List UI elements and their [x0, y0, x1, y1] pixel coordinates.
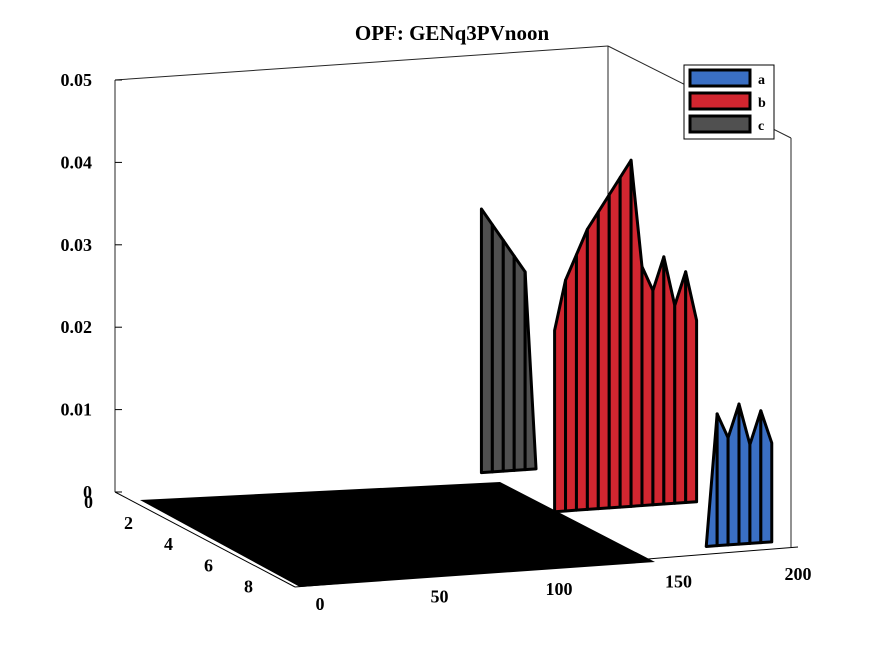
- x-tick-label: 150: [665, 572, 692, 592]
- series-c-panel: [523, 270, 538, 472]
- legend-label-a: a: [758, 73, 765, 88]
- legend-label-b: b: [758, 96, 766, 111]
- series-a-panel: [748, 409, 763, 545]
- series-b-panel: [618, 158, 633, 509]
- legend-swatch-c: [688, 114, 752, 134]
- y-tick-label: 4: [164, 534, 173, 554]
- series-b-panel: [596, 193, 611, 511]
- x-tick-label: 200: [785, 564, 812, 584]
- x-tick-label: 0: [316, 594, 325, 614]
- series-c-panel: [490, 223, 505, 474]
- z-tick-label: 0.02: [61, 317, 93, 337]
- series-b-panel: [629, 158, 644, 508]
- series-c-panel: [479, 207, 494, 475]
- legend-swatch-a: [688, 68, 752, 88]
- y-tick-label: 2: [124, 513, 133, 533]
- series-b-panel: [607, 176, 622, 510]
- series-b-panel: [564, 253, 578, 513]
- series-a-panel: [704, 412, 719, 548]
- legend: a b c: [683, 64, 775, 140]
- y-tick-label: 6: [204, 555, 213, 575]
- z-tick-label: 0.04: [61, 152, 93, 172]
- x-tick-label: 50: [431, 587, 449, 607]
- series-b-panel: [673, 270, 688, 505]
- y-tick-label: 8: [244, 576, 253, 596]
- x-tick-label: 100: [546, 579, 573, 599]
- series-a-panel: [726, 402, 741, 547]
- series-b-panel: [651, 255, 666, 507]
- series-b-panel: [574, 227, 589, 512]
- z-tick-label: 0: [83, 482, 92, 502]
- surface-floor: [140, 482, 655, 587]
- series-b-panel: [662, 255, 677, 506]
- legend-label-c: c: [758, 119, 764, 134]
- legend-swatch-b: [688, 91, 752, 111]
- series-b-panel: [585, 210, 600, 511]
- tick-labels: 0 0.01 0.02 0.03 0.04 0.05 0 2 4 6 8 0 50 100 150 200: [61, 70, 812, 614]
- z-tick-label: 0.01: [61, 400, 93, 420]
- z-tick-label: 0.03: [61, 235, 93, 255]
- z-tick-label: 0.05: [61, 70, 93, 90]
- series-b-panel: [684, 270, 699, 504]
- series-c-panel: [512, 254, 527, 472]
- series-c-panel: [501, 238, 516, 473]
- series-b-panel: [640, 265, 655, 508]
- series-layer: [479, 158, 774, 548]
- series-a-panel: [715, 412, 730, 548]
- chart-title: OPF: GENq3PVnoon: [355, 21, 550, 45]
- series-a-panel: [759, 409, 774, 545]
- series-b-panel: [553, 278, 568, 514]
- y-tick-label: 0: [84, 492, 93, 512]
- series-a-panel: [737, 402, 752, 546]
